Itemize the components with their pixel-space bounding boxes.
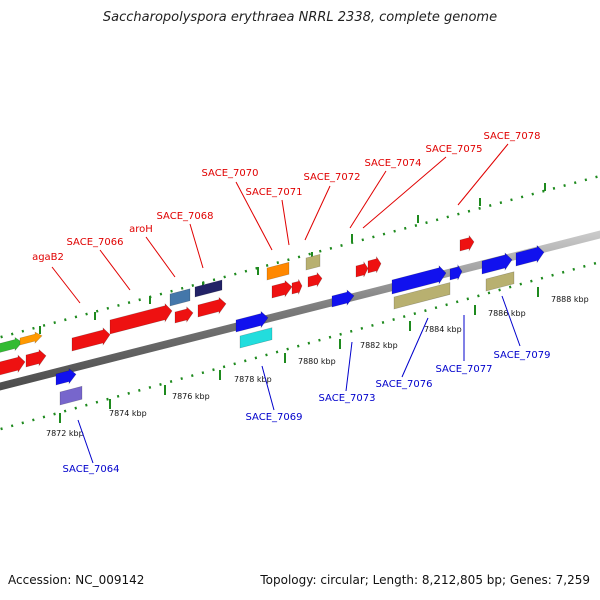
gene-blue-7069a[interactable] xyxy=(235,310,269,333)
label-leader-line xyxy=(99,249,131,291)
gene-steelblue-aroH[interactable] xyxy=(169,288,191,307)
gene-blue-7076[interactable] xyxy=(391,265,447,295)
gene-orange-7070[interactable] xyxy=(266,261,290,281)
gene-label[interactable]: SACE_7078 xyxy=(484,131,541,142)
gene-label[interactable]: SACE_7077 xyxy=(436,364,493,375)
ruler-tick-label: 7888 kbp xyxy=(551,295,589,304)
label-leader-line xyxy=(345,341,353,392)
gene-label[interactable]: aroH xyxy=(129,224,153,235)
label-leader-line xyxy=(145,236,176,278)
gene-blue-7077[interactable] xyxy=(449,263,463,281)
ruler-tick-label: 7886 kbp xyxy=(488,309,526,318)
gene-red-agaB2[interactable] xyxy=(71,327,111,352)
gene-red-7078[interactable] xyxy=(459,234,475,252)
ruler-tick-label: 7880 kbp xyxy=(298,357,336,366)
ruler-tick-label: 7872 kbp xyxy=(46,429,84,438)
gene-label[interactable]: SACE_7068 xyxy=(157,211,214,222)
gene-label[interactable]: SACE_7070 xyxy=(202,168,259,179)
label-leader-line xyxy=(189,223,204,269)
gene-cyan-7069[interactable] xyxy=(239,327,273,349)
gene-label[interactable]: SACE_7069 xyxy=(246,412,303,423)
gene-khaki-7072[interactable] xyxy=(305,253,321,271)
gene-label[interactable]: SACE_7075 xyxy=(426,144,483,155)
gene-khaki-7076[interactable] xyxy=(393,282,451,310)
gene-red-small-1[interactable] xyxy=(174,306,194,324)
gene-green-left[interactable] xyxy=(0,336,23,355)
label-leader-line xyxy=(362,156,447,229)
gene-red-7066[interactable] xyxy=(109,302,173,335)
ruler-tick-label: 7874 kbp xyxy=(109,409,147,418)
gene-label[interactable]: SACE_7072 xyxy=(304,172,361,183)
ruler-ticks: 7872 kbp 7874 kbp 7876 kbp 7878 kbp 7880 kbp… xyxy=(39,183,589,438)
gene-red-7074b[interactable] xyxy=(367,255,382,274)
label-leader-line xyxy=(304,185,331,241)
label-leader-line xyxy=(349,170,387,229)
ruler-tick-label: 7884 kbp xyxy=(424,325,462,334)
gene-red-7070b[interactable] xyxy=(271,279,293,299)
label-leader-line xyxy=(401,317,429,378)
gene-label[interactable]: SACE_7076 xyxy=(376,379,433,390)
ruler-tick-label: 7882 kbp xyxy=(360,341,398,350)
ruler-tick-label: 7876 kbp xyxy=(172,392,210,401)
gene-red-7068[interactable] xyxy=(197,296,227,318)
gene-label[interactable]: SACE_7074 xyxy=(365,158,422,169)
gene-layer xyxy=(0,234,545,406)
gene-label[interactable]: SACE_7079 xyxy=(494,350,551,361)
gene-label[interactable]: SACE_7064 xyxy=(63,464,120,475)
gene-red-left-1[interactable] xyxy=(0,354,26,377)
gene-label[interactable]: SACE_7073 xyxy=(319,393,376,404)
label-leader-line xyxy=(77,419,94,464)
gene-purple-7064[interactable] xyxy=(59,385,83,406)
ruler-tick-label: 7878 kbp xyxy=(234,375,272,384)
gene-red-7071[interactable] xyxy=(291,279,303,295)
label-leader-line xyxy=(501,295,521,347)
genome-summary-text: Topology: circular; Length: 8,212,805 bp… xyxy=(260,573,590,587)
gene-label[interactable]: agaB2 xyxy=(32,252,64,263)
accession-text: Accession: NC_009142 xyxy=(8,573,145,587)
gene-khaki-7079[interactable] xyxy=(485,271,515,292)
gene-label[interactable]: SACE_7066 xyxy=(67,237,124,248)
gene-red-7072b[interactable] xyxy=(307,271,323,288)
gene-blue-7064a[interactable] xyxy=(55,367,77,386)
gene-orange-left[interactable] xyxy=(19,331,43,346)
gene-blue-7079b[interactable] xyxy=(515,244,545,267)
gene-blue-7079a[interactable] xyxy=(481,252,513,275)
gene-blue-7073[interactable] xyxy=(331,289,355,308)
gene-red-left-2[interactable] xyxy=(25,348,47,368)
gene-navy-7068[interactable] xyxy=(194,279,223,298)
label-leader-line xyxy=(457,143,509,206)
map-title: Saccharopolyspora erythraea NRRL 2338, c… xyxy=(102,10,498,25)
label-leader-line xyxy=(281,199,290,246)
label-leader-line xyxy=(261,365,275,411)
label-leader-line xyxy=(51,266,81,304)
gene-label[interactable]: SACE_7071 xyxy=(246,187,303,198)
gene-red-7074a[interactable] xyxy=(355,260,369,278)
label-leader-line xyxy=(235,181,273,251)
